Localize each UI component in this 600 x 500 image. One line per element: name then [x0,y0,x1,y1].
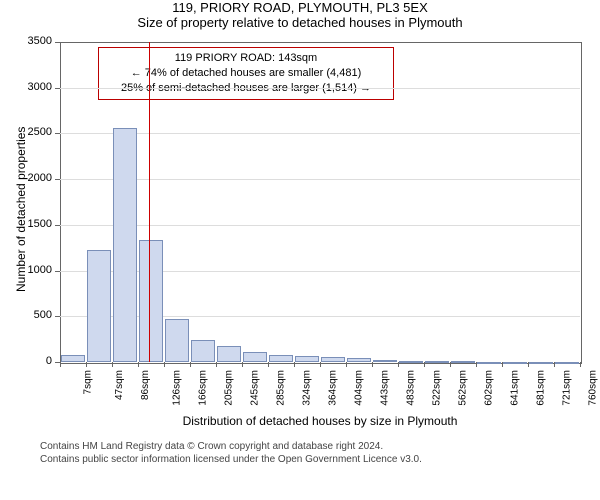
bar [243,352,267,362]
ytick-label: 2000 [0,172,52,184]
ytick-label: 1500 [0,218,52,230]
x-axis-label: Distribution of detached houses by size … [60,414,580,428]
xtick-mark [294,362,295,367]
xtick-label: 721sqm [562,370,573,406]
xtick-label: 285sqm [276,370,287,406]
footer-line2: Contains public sector information licen… [40,453,422,466]
gridline [60,88,580,89]
xtick-label: 483sqm [406,370,417,406]
xtick-mark [502,362,503,367]
xtick-label: 641sqm [509,370,520,406]
bar [399,361,423,363]
xtick-mark [86,362,87,367]
xtick-label: 126sqm [172,370,183,406]
xtick-mark [476,362,477,367]
xtick-label: 166sqm [198,370,209,406]
footer-line1: Contains HM Land Registry data © Crown c… [40,440,422,453]
xtick-label: 602sqm [484,370,495,406]
xtick-label: 7sqm [82,370,93,394]
ytick-label: 3000 [0,81,52,93]
xtick-label: 760sqm [587,370,598,406]
ytick-mark [55,88,60,89]
xtick-mark [60,362,61,367]
ytick-mark [55,271,60,272]
bar [477,362,501,364]
gridline [60,271,580,272]
bar [451,361,475,363]
xtick-mark [372,362,373,367]
xtick-mark [112,362,113,367]
xtick-label: 245sqm [250,370,261,406]
chart-subtitle: Size of property relative to detached ho… [0,15,600,30]
xtick-mark [580,362,581,367]
ytick-mark [55,316,60,317]
xtick-label: 522sqm [431,370,442,406]
bar [295,356,319,362]
bar [61,355,85,362]
bar [373,360,397,362]
xtick-label: 404sqm [354,370,365,406]
bar [165,319,189,362]
ytick-mark [55,42,60,43]
xtick-mark [346,362,347,367]
gridline [60,316,580,317]
xtick-label: 205sqm [223,370,234,406]
ytick-mark [55,179,60,180]
footer: Contains HM Land Registry data © Crown c… [40,440,422,466]
ytick-label: 3500 [0,35,52,47]
bar [321,357,345,362]
xtick-mark [320,362,321,367]
bar [139,240,163,362]
xtick-mark [268,362,269,367]
annotation-line1: 119 PRIORY ROAD: 143sqm [105,51,387,66]
gridline [60,225,580,226]
gridline [60,179,580,180]
chart-container: 119, PRIORY ROAD, PLYMOUTH, PL3 5EX Size… [0,0,600,500]
bar [529,362,553,364]
ytick-label: 0 [0,355,52,367]
xtick-mark [398,362,399,367]
bar [113,128,137,362]
xtick-mark [164,362,165,367]
xtick-mark [216,362,217,367]
bar [555,362,579,364]
annotation-line2: ← 74% of detached houses are smaller (4,… [105,66,387,81]
xtick-mark [528,362,529,367]
bar [217,346,241,362]
xtick-mark [450,362,451,367]
bar [347,358,371,362]
gridline [60,133,580,134]
ytick-mark [55,133,60,134]
xtick-mark [554,362,555,367]
chart-title: 119, PRIORY ROAD, PLYMOUTH, PL3 5EX [0,0,600,15]
reference-line [149,42,150,362]
bar [503,362,527,364]
annotation-box: 119 PRIORY ROAD: 143sqm ← 74% of detache… [98,47,394,100]
xtick-label: 47sqm [114,370,125,400]
xtick-label: 86sqm [140,370,151,400]
ytick-label: 2500 [0,126,52,138]
xtick-label: 443sqm [379,370,390,406]
bar [191,340,215,362]
xtick-mark [424,362,425,367]
ytick-label: 1000 [0,264,52,276]
bar [87,250,111,362]
xtick-label: 681sqm [536,370,547,406]
bar [269,355,293,362]
xtick-label: 364sqm [328,370,339,406]
xtick-label: 324sqm [301,370,312,406]
xtick-mark [138,362,139,367]
ytick-mark [55,225,60,226]
ytick-label: 500 [0,309,52,321]
bar [425,361,449,363]
xtick-mark [190,362,191,367]
xtick-mark [242,362,243,367]
xtick-label: 562sqm [458,370,469,406]
